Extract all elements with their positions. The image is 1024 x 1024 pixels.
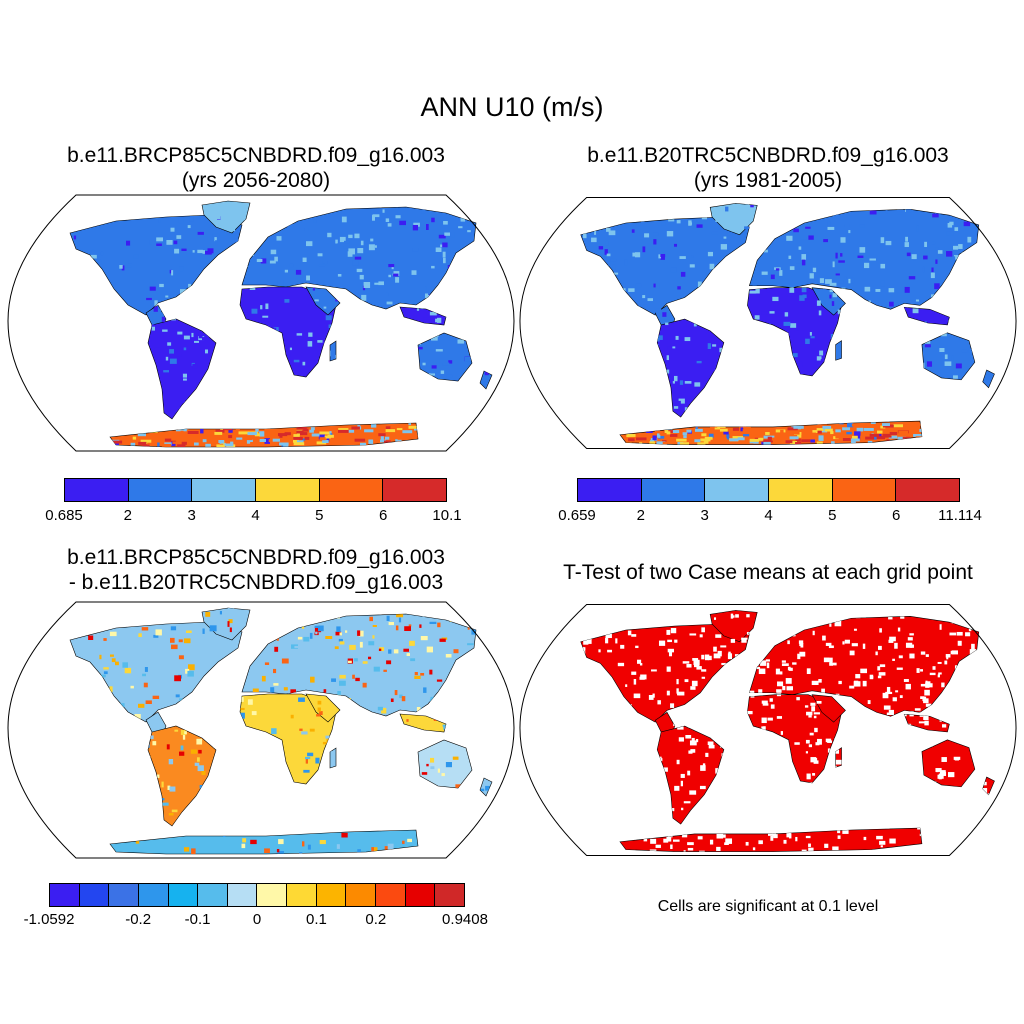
colorbar-swatch: [316, 884, 347, 906]
land-greenland: [709, 610, 758, 643]
colorbar-swatch: [405, 884, 436, 906]
colorbar-swatch: [256, 479, 320, 501]
land-indonesia: [399, 306, 447, 326]
colorbar-swatch: [578, 479, 642, 501]
land-madagascar: [329, 747, 337, 769]
colorbar-swatch: [50, 884, 80, 906]
land-australia: [921, 739, 976, 788]
colorbar-tick-label: 0.2: [365, 911, 387, 928]
colorbar-swatch: [705, 479, 770, 501]
colorbar-swatch: [769, 479, 833, 501]
colorbar-tick-label: 11.114: [938, 507, 982, 524]
colorbar-tick-label: 0: [252, 911, 262, 928]
land-indonesia: [399, 713, 447, 733]
colorbar-tick-label: 3: [700, 507, 709, 524]
colorbar-tick-label: -0.1: [184, 911, 211, 928]
land-greenland: [201, 607, 251, 641]
land-new-zealand: [982, 776, 995, 796]
panel1-years: (yrs 2056-2080): [181, 169, 331, 192]
colorbar-swatch: [198, 884, 228, 906]
land-north-america: [69, 214, 243, 316]
colorbar-swatch: [168, 884, 199, 906]
land-europe-asia: [748, 615, 980, 717]
land-australia: [921, 332, 976, 381]
colorbar-swatch: [128, 479, 193, 501]
panel1-colorbar: [64, 478, 447, 502]
colorbar-swatch: [435, 884, 464, 906]
panel1-case-name: b.e11.BRCP85C5CNBDRD.f09_g16.003: [67, 144, 445, 167]
colorbar-swatch: [138, 884, 169, 906]
colorbar-tick-label: 5: [315, 507, 324, 524]
colorbar-swatch: [376, 884, 406, 906]
land-south-america: [147, 318, 217, 420]
panel1-title: b.e11.BRCP85C5CNBDRD.f09_g16.003 (yrs 20…: [0, 143, 512, 193]
colorbar-swatch: [346, 884, 377, 906]
land-arabia: [305, 693, 341, 723]
land-north-america: [580, 216, 750, 316]
panel2-colorbar-labels: 0.659 2 3 4 5 6 11.114: [558, 507, 982, 527]
land-europe-asia: [748, 208, 980, 310]
colorbar-tick-label: 2: [123, 507, 132, 524]
panel1-world-map: [7, 194, 515, 452]
colorbar-tick-label: 0.9408: [442, 911, 488, 928]
panel3-case-a: b.e11.BRCP85C5CNBDRD.f09_g16.003: [67, 546, 445, 569]
colorbar-tick-label: 2: [636, 507, 645, 524]
projection-outline: [519, 197, 1017, 449]
colorbar-swatch: [257, 884, 288, 906]
colorbar-tick-label: 4: [251, 507, 260, 524]
projection-outline: [7, 194, 515, 452]
colorbar-swatch: [896, 479, 960, 501]
colorbar-tick-label: -1.0592: [23, 911, 75, 928]
land-new-zealand: [982, 369, 995, 389]
land-south-america: [656, 318, 725, 418]
colorbar-swatch: [319, 479, 384, 501]
colorbar-tick-label: 0.685: [45, 507, 83, 524]
panel4-world-map: [519, 604, 1017, 856]
colorbar-tick-label: 0.659: [558, 507, 596, 524]
panel3-world-map: [7, 601, 515, 859]
colorbar-tick-label: 10.1: [432, 507, 462, 524]
colorbar-tick-label: 0.1: [305, 911, 327, 928]
colorbar-swatch: [287, 884, 317, 906]
panel2-case-name: b.e11.B20TRC5CNBDRD.f09_g16.003: [587, 144, 949, 167]
colorbar-swatch: [641, 479, 706, 501]
colorbar-swatch: [383, 479, 447, 501]
panel2-world-map: [519, 197, 1017, 449]
panel2-colorbar: [577, 478, 960, 502]
land-madagascar: [835, 340, 842, 361]
significance-note: Cells are significant at 0.1 level: [657, 898, 879, 915]
projection-outline: [7, 601, 515, 859]
panel2-years: (yrs 1981-2005): [693, 169, 843, 192]
panel3-colorbar: [49, 883, 465, 907]
panel3-colorbar-labels: -1.0592 -0.2 -0.1 0 0.1 0.2 0.9408: [24, 911, 488, 931]
colorbar-tick-label: 6: [891, 507, 901, 524]
land-australia: [417, 739, 473, 789]
panel1-colorbar-labels: 0.685 2 3 4 5 6 10.1: [45, 507, 461, 527]
colorbar-tick-label: 4: [764, 507, 773, 524]
panel4-title: T-Test of two Case means at each grid po…: [563, 561, 973, 584]
land-madagascar: [329, 340, 337, 362]
land-arabia: [305, 286, 341, 316]
colorbar-tick-label: 6: [378, 507, 388, 524]
figure-title: ANN U10 (m/s): [420, 92, 604, 122]
colorbar-tick-label: -0.2: [125, 911, 152, 928]
colorbar-swatch: [65, 479, 129, 501]
panel3-case-b: - b.e11.B20TRC5CNBDRD.f09_g16.003: [68, 571, 444, 594]
colorbar-swatch: [109, 884, 139, 906]
colorbar-swatch: [79, 884, 110, 906]
projection-outline: [519, 604, 1017, 856]
colorbar-swatch: [192, 479, 257, 501]
colorbar-swatch: [227, 884, 258, 906]
colorbar-tick-label: 3: [187, 507, 196, 524]
panel2-title: b.e11.B20TRC5CNBDRD.f09_g16.003 (yrs 198…: [512, 143, 1024, 193]
colorbar-tick-label: 5: [828, 507, 837, 524]
land-australia: [417, 332, 473, 382]
land-north-america: [69, 621, 243, 723]
colorbar-swatch: [832, 479, 897, 501]
panel3-title: b.e11.BRCP85C5CNBDRD.f09_g16.003 - b.e11…: [0, 545, 512, 595]
